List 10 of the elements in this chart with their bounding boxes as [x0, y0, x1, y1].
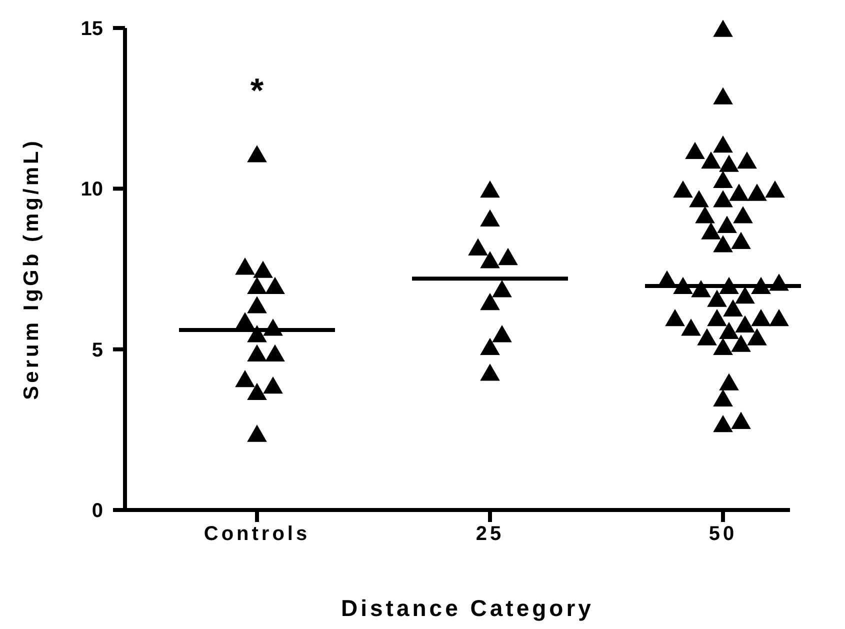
x-tick-label: 50: [708, 523, 738, 545]
y-axis-title: Serum IgGb (mg/mL): [20, 138, 43, 400]
y-tick-label: 5: [92, 339, 103, 362]
y-tick-label: 15: [80, 18, 103, 40]
x-tick-label: 25: [476, 523, 504, 545]
x-axis-title: Distance Category: [341, 595, 594, 621]
y-tick-label: 10: [80, 178, 103, 201]
annotation: *: [250, 72, 264, 110]
y-tick-label: 0: [92, 500, 103, 522]
x-tick-label: Controls: [204, 523, 310, 545]
